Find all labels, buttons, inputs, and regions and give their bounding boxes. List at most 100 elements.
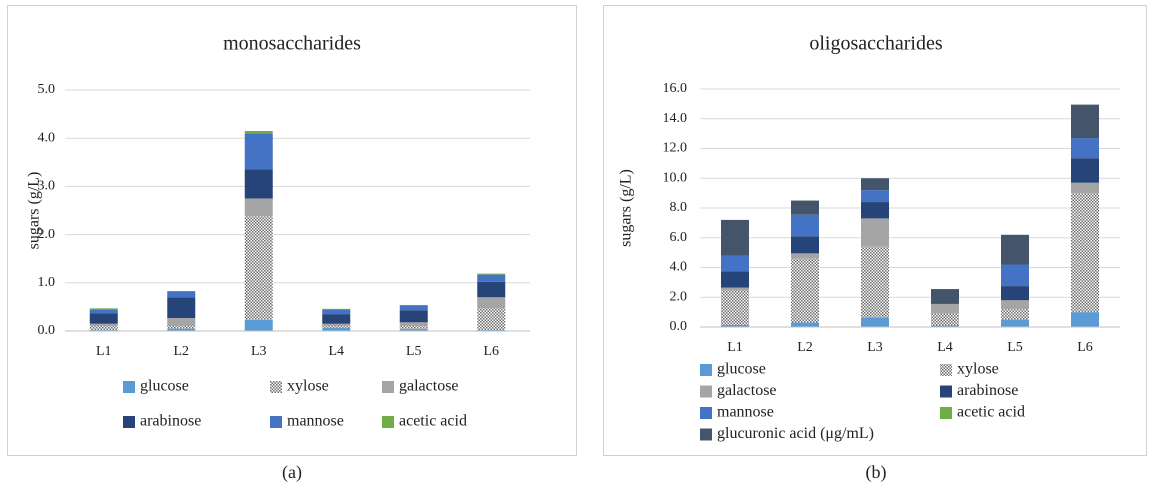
bar-segment [1071, 182, 1099, 194]
legend-swatch [940, 364, 952, 376]
bar-segment [1071, 312, 1099, 327]
legend-swatch [123, 381, 135, 393]
x-tick-label: L4 [328, 344, 344, 359]
bar-segment [399, 326, 428, 330]
legend-swatch [940, 407, 952, 419]
y-tick-label: 0.0 [38, 323, 56, 338]
panel-frame [7, 5, 577, 456]
x-tick-label: L5 [406, 344, 422, 359]
bar-segment [721, 287, 749, 291]
bar-segment [477, 274, 506, 282]
legend-label: galactose [399, 378, 459, 395]
bar-segment [477, 273, 506, 275]
bar-segment [322, 323, 351, 327]
bar-segment [1071, 104, 1099, 139]
bar-segment [477, 297, 506, 309]
y-tick-label: 10.0 [663, 170, 688, 185]
bar-segment [167, 297, 196, 318]
bar-segment [861, 190, 889, 203]
bar-segment [791, 236, 819, 254]
bar-segment [861, 246, 889, 318]
bar-segment [791, 253, 819, 259]
bar-segment [721, 324, 749, 327]
y-tick-label: 8.0 [670, 200, 688, 215]
bar-segment [477, 308, 506, 331]
bar-segment [244, 216, 273, 320]
legend-swatch [700, 407, 712, 419]
legend-swatch [270, 381, 282, 393]
bar-segment [1001, 309, 1029, 320]
legend-swatch [270, 416, 282, 428]
bar-segment [399, 305, 428, 311]
x-tick-label: L1 [727, 340, 743, 355]
y-tick-label: 16.0 [663, 81, 688, 96]
bar-segment [931, 303, 959, 314]
y-tick-label: 2.0 [38, 227, 56, 242]
x-tick-label: L5 [1007, 340, 1023, 355]
y-tick-label: 6.0 [670, 230, 688, 245]
bar-segment [399, 310, 428, 323]
bar-segment [721, 271, 749, 288]
bar-segment [791, 258, 819, 323]
legend-swatch [700, 428, 712, 441]
bar-segment [89, 309, 118, 314]
bar-segment [244, 130, 273, 134]
bar-segment [1071, 138, 1099, 159]
bar-segment [1071, 193, 1099, 313]
legend-swatch [382, 381, 394, 393]
legend-label: glucose [140, 378, 189, 395]
bar-segment [931, 313, 959, 326]
bar-segment [1001, 319, 1029, 327]
bar-segment [399, 322, 428, 327]
bar-segment [791, 200, 819, 215]
bar-segment [721, 219, 749, 256]
bar-segment [322, 314, 351, 324]
bar-segment [1001, 264, 1029, 287]
x-tick-label: L3 [251, 344, 267, 359]
bar-segment [167, 326, 196, 329]
bar-segment [322, 326, 351, 328]
legend-label: glucose [717, 361, 766, 378]
bar-segment [861, 202, 889, 219]
chart-title: oligosaccharides [809, 33, 942, 55]
x-tick-label: L6 [1077, 340, 1093, 355]
y-tick-label: 3.0 [38, 179, 56, 194]
x-tick-label: L6 [483, 344, 499, 359]
bar-segment [791, 214, 819, 237]
chart-title: monosaccharides [223, 33, 361, 55]
bar-segment [721, 255, 749, 272]
y-tick-label: 12.0 [663, 141, 688, 156]
bar-segment [244, 198, 273, 217]
y-axis-label: sugars (g/L) [26, 172, 43, 250]
legend-label: xylose [287, 378, 329, 395]
legend-label: mannose [287, 413, 344, 430]
y-axis-label: sugars (g/L) [618, 169, 635, 247]
y-tick-label: 0.0 [670, 319, 688, 334]
caption: (b) [866, 462, 887, 483]
x-tick-label: L3 [867, 340, 883, 355]
bar-segment [791, 322, 819, 327]
x-tick-label: L4 [937, 340, 953, 355]
bar-segment [244, 169, 273, 199]
legend-label: xylose [957, 361, 999, 378]
legend-swatch [940, 385, 952, 398]
y-tick-label: 1.0 [38, 275, 56, 290]
bar-segment [322, 327, 351, 331]
x-tick-label: L1 [96, 344, 112, 359]
legend-label: galactose [717, 382, 777, 399]
bar-segment [244, 133, 273, 170]
legend-swatch [700, 385, 712, 398]
bar-segment [931, 325, 959, 327]
legend-label: acetic acid [399, 413, 467, 430]
bar-segment [1001, 300, 1029, 310]
legend-label: arabinose [957, 382, 1018, 399]
x-tick-label: L2 [173, 344, 189, 359]
bar-segment [244, 319, 273, 331]
bar-segment [1001, 234, 1029, 265]
legend-swatch [700, 364, 712, 376]
x-tick-label: L2 [797, 340, 813, 355]
y-tick-label: 4.0 [670, 260, 688, 275]
y-tick-label: 4.0 [38, 130, 56, 145]
bar-segment [861, 178, 889, 191]
bar-segment [322, 309, 351, 315]
